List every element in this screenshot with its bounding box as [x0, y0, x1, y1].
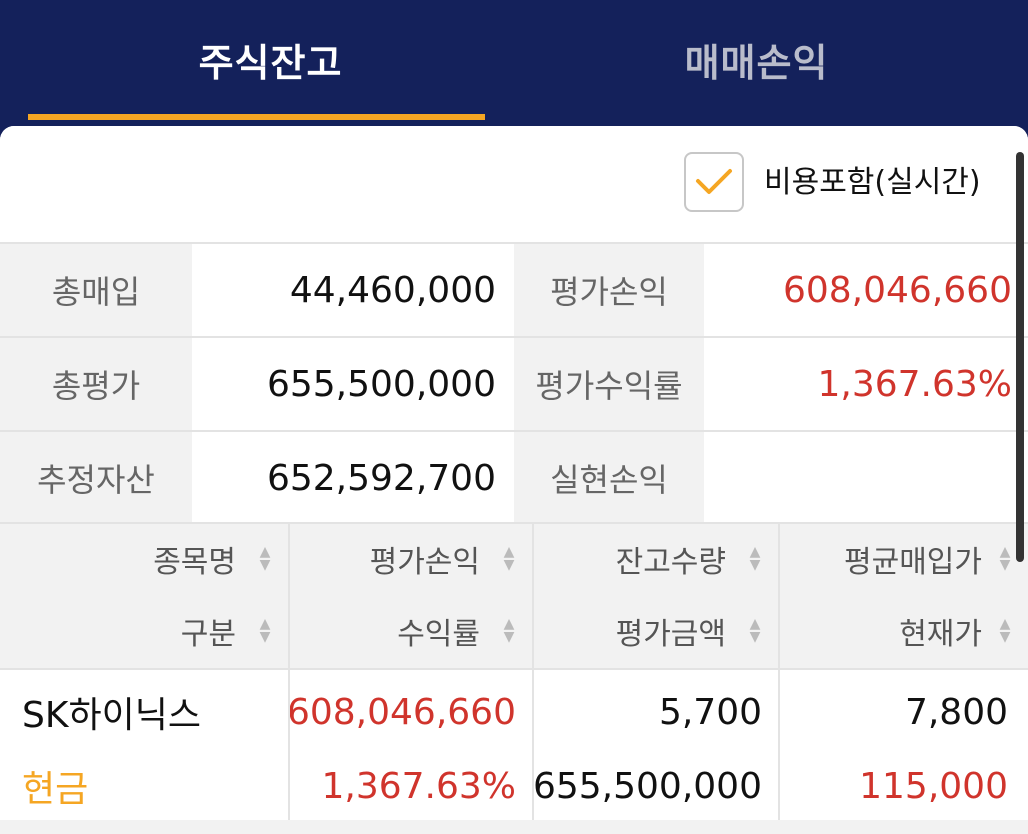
sort-by-current-price-header[interactable]: 현재가 ▲ ▼ — [780, 596, 1028, 666]
column-divider — [288, 522, 290, 834]
holdings-header: 종목명 ▲ ▼ 평가손익 ▲ ▼ 잔고수량 ▲ ▼ 평균매입가 ▲ ▼ 구분 ▲ ▼ 수익… — [0, 522, 1028, 668]
tab-stock-balance[interactable]: 주식잔고 — [198, 40, 343, 85]
avg-price-value: 7,800 — [904, 691, 1008, 733]
total-eval-value: 655,500,000 — [194, 338, 512, 430]
total-purchase-label: 총매입 — [0, 244, 192, 336]
sort-by-return-header[interactable]: 수익률 ▲ ▼ — [290, 596, 532, 666]
header-label: 잔고수량 — [615, 545, 726, 580]
column-divider — [778, 522, 780, 834]
eval-profit-value: 608,046,660 — [706, 244, 1028, 336]
eval-return-value: 1,367.63% — [706, 338, 1028, 430]
table-row[interactable]: SK하이닉스 현금 608,046,660 1,367.63% 5,700 65… — [0, 668, 1028, 834]
header-label: 평가금액 — [615, 617, 726, 652]
profit-value: 608,046,660 — [286, 691, 516, 733]
sort-icon: ▲ ▼ — [999, 616, 1011, 645]
total-eval-label: 총평가 — [0, 338, 192, 430]
header-label: 현재가 — [899, 617, 982, 652]
estimated-assets-label: 추정자산 — [0, 432, 192, 524]
header-label: 구분 — [180, 617, 236, 652]
column-divider — [532, 522, 534, 834]
sort-icon: ▲ ▼ — [259, 616, 271, 645]
checkmark-icon — [696, 169, 732, 194]
include-costs-label[interactable]: 비용포함(실시간) — [764, 165, 981, 200]
tab-bar: 주식잔고 매매손익 — [0, 0, 1028, 140]
quantity-value: 5,700 — [658, 691, 762, 733]
header-label: 종목명 — [153, 545, 236, 580]
estimated-assets-value: 652,592,700 — [194, 432, 512, 524]
summary-row: 총평가 655,500,000 평가수익률 1,367.63% — [0, 336, 1028, 430]
sort-by-name-header[interactable]: 종목명 ▲ ▼ — [0, 524, 288, 594]
sort-icon: ▲ ▼ — [503, 616, 515, 645]
stock-name: SK하이닉스 — [22, 695, 201, 736]
eval-return-label: 평가수익률 — [514, 338, 704, 430]
divider — [0, 820, 1028, 834]
total-purchase-value: 44,460,000 — [194, 244, 512, 336]
include-costs-checkbox[interactable] — [684, 152, 744, 212]
sort-icon: ▲ ▼ — [749, 616, 761, 645]
summary-row: 총매입 44,460,000 평가손익 608,046,660 — [0, 242, 1028, 336]
return-rate-value: 1,367.63% — [321, 765, 516, 807]
current-price-value: 115,000 — [859, 765, 1008, 807]
sort-by-profit-header[interactable]: 평가손익 ▲ ▼ — [290, 524, 532, 594]
sort-by-eval-amount-header[interactable]: 평가금액 ▲ ▼ — [534, 596, 778, 666]
balance-panel: 비용포함(실시간) 총매입 44,460,000 평가손익 608,046,66… — [0, 126, 1028, 834]
account-type: 현금 — [22, 769, 89, 810]
summary-row: 추정자산 652,592,700 실현손익 — [0, 430, 1028, 524]
sort-by-quantity-header[interactable]: 잔고수량 ▲ ▼ — [534, 524, 778, 594]
sort-icon: ▲ ▼ — [999, 544, 1011, 573]
header-label: 평균매입가 — [844, 545, 982, 580]
realized-profit-value — [706, 432, 1028, 524]
header-label: 수익률 — [397, 617, 480, 652]
sort-icon: ▲ ▼ — [749, 544, 761, 573]
scrollbar[interactable] — [1016, 152, 1024, 562]
sort-by-type-header[interactable]: 구분 ▲ ▼ — [0, 596, 288, 666]
sort-icon: ▲ ▼ — [259, 544, 271, 573]
sort-icon: ▲ ▼ — [503, 544, 515, 573]
header-label: 평가손익 — [369, 545, 480, 580]
active-tab-indicator — [28, 114, 485, 120]
eval-profit-label: 평가손익 — [514, 244, 704, 336]
tab-trading-profit[interactable]: 매매손익 — [684, 40, 829, 85]
options-row: 비용포함(실시간) — [0, 126, 1028, 242]
realized-profit-label: 실현손익 — [514, 432, 704, 524]
sort-by-avg-price-header[interactable]: 평균매입가 ▲ ▼ — [780, 524, 1028, 594]
eval-amount-value: 655,500,000 — [532, 765, 762, 807]
